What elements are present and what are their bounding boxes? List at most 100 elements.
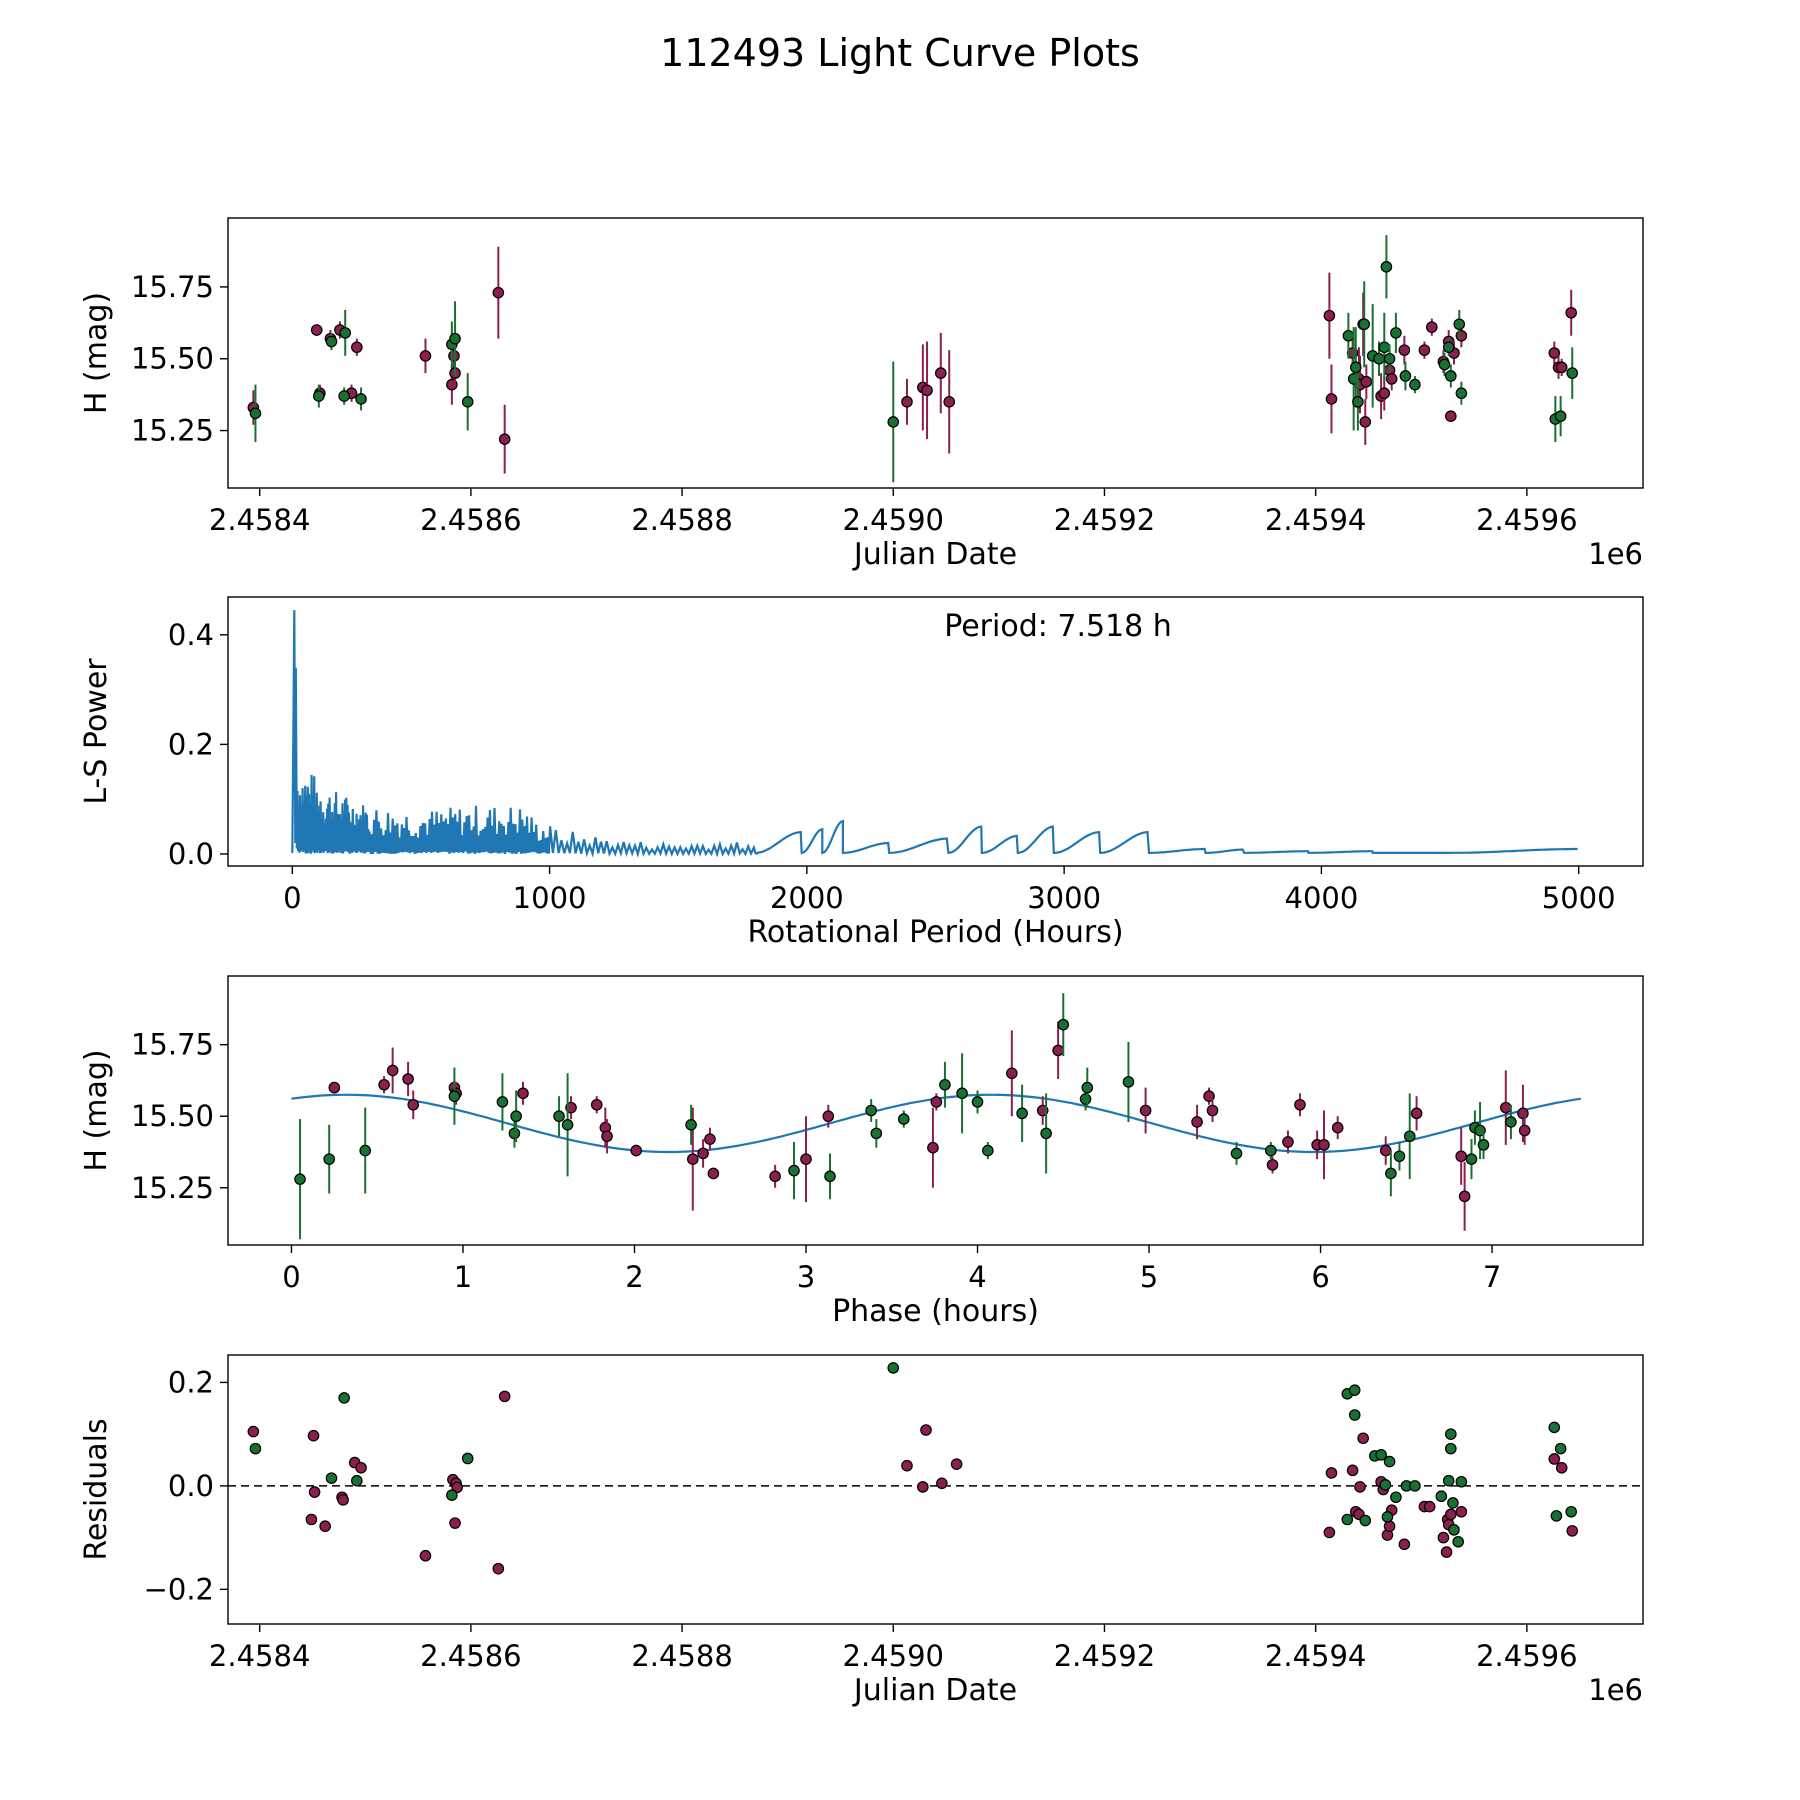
data-point-green [294,1173,306,1185]
data-point-green [1477,1139,1490,1151]
data-point-red [448,350,460,362]
panel-residuals: 2.4584 2.4586 2.4588 2.4590 2.4592 2.4594 2.45… [79,1354,1644,1708]
data-point-red [1565,306,1577,319]
data-point-green [1383,352,1396,365]
y-axis-label: H (mag) [79,292,114,414]
data-point-green [1390,1491,1402,1504]
data-point-red [1555,361,1568,374]
data-point-red [498,1390,511,1403]
data-point-red [355,1461,367,1474]
data-point-red [1357,1432,1369,1445]
data-point-red [351,341,363,354]
data-point-red [419,1549,432,1562]
data-point-green [1505,1116,1517,1128]
data-point-red [1331,1121,1344,1134]
x-tick-label: 6 [1311,1260,1329,1294]
data-point-green [449,332,461,345]
data-point-green [359,1144,372,1157]
data-point-green [1554,1442,1567,1455]
x-tick-label: 2.4596 [1476,503,1577,537]
x-tick-label: 2.4592 [1054,1639,1155,1673]
data-point-red [1266,1159,1279,1171]
data-point-red [601,1130,613,1143]
panel-lightcurve: 2.4584 2.4586 2.4588 2.4590 2.4592 2.4594 2.45… [79,217,1644,572]
data-point-red [1445,410,1457,422]
data-point-red [328,1081,341,1094]
y-axis-label: L-S Power [79,658,114,805]
data-point-red [630,1144,643,1157]
data-point-green [971,1096,984,1108]
plot-area [291,610,1578,858]
x-tick-label: 2.4584 [209,503,310,537]
data-point-red [707,1167,720,1180]
x-tick-label: 3 [797,1260,815,1294]
data-point-green [1566,367,1579,379]
data-point-red [901,1459,913,1472]
data-point-red [1139,1104,1152,1117]
data-point-red [800,1153,812,1165]
data-point-green [561,1119,574,1131]
data-point-red [704,1133,716,1145]
data-point-red [407,1098,420,1111]
data-point-green [1435,1490,1448,1503]
axes-frame [227,1354,1644,1625]
data-point-red [1006,1067,1018,1080]
data-point-red [1426,321,1438,333]
data-point-green [887,1362,900,1374]
data-point-red [1455,329,1468,342]
data-point-red [1566,1525,1579,1537]
data-point-red [1191,1116,1203,1128]
data-point-red [1398,1538,1411,1551]
y-axis-label: Residuals [79,1418,114,1560]
data-point-red [1318,1139,1330,1151]
data-point-red [1398,344,1411,356]
data-point-green [510,1110,522,1123]
data-point-green [1081,1081,1094,1094]
data-point-green [1378,341,1391,354]
y-tick-label: 15.25 [131,414,214,448]
y-tick-label: 15.75 [131,1028,214,1062]
data-point-green [351,1474,363,1487]
y-axis-label: H (mag) [79,1049,114,1171]
data-point-red [1203,1090,1215,1102]
data-point-red [1423,1500,1436,1513]
data-point-red [386,1064,399,1077]
data-point-red [1282,1136,1294,1148]
data-point-red [1455,1150,1467,1163]
data-point-green [956,1087,968,1100]
data-point-red [1499,1101,1512,1114]
data-point-red [930,1096,943,1108]
data-point-green [1548,1421,1561,1434]
data-point-green [1040,1127,1052,1140]
data-point-green [824,1170,836,1183]
data-point-red [517,1087,529,1100]
data-point-red [921,384,933,397]
data-point-red [308,1486,321,1498]
data-point-red [1379,1144,1392,1157]
data-point-green [553,1110,565,1123]
data-point-green [1079,1093,1092,1105]
data-point-green [1445,1442,1457,1455]
data-point-green [1380,261,1393,273]
data-point-red [1206,1104,1219,1117]
data-point-green [1452,1535,1465,1548]
x-tick-label: 7 [1483,1260,1501,1294]
data-point-green [313,390,325,402]
data-point-red [1555,1461,1568,1474]
data-point-red [1354,1481,1366,1493]
data-point-red [1359,416,1372,428]
axes-frame [227,217,1644,489]
data-point-green [508,1127,521,1140]
data-point-green [1550,1510,1563,1522]
data-point-red [1445,1508,1457,1521]
x-tick-label: 2 [625,1260,643,1294]
data-point-red [378,1078,390,1091]
y-tick-label: 15.50 [131,342,214,376]
data-point-green [448,1090,461,1102]
data-point-red [1325,393,1338,405]
data-point-green [1057,1018,1070,1031]
data-point-green [1399,370,1412,382]
x-tick-label: 1000 [513,881,587,915]
data-point-green [887,416,900,428]
data-point-red [451,1481,463,1494]
